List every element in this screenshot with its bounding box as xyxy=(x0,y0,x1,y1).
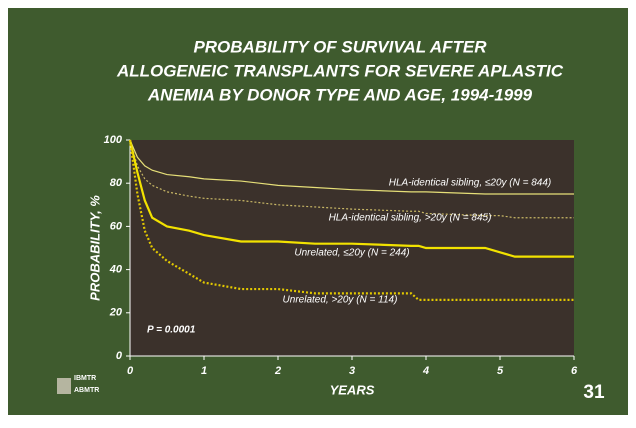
y-tick-label: 20 xyxy=(109,307,123,319)
p-value: P = 0.0001 xyxy=(147,325,196,336)
x-tick-label: 3 xyxy=(349,365,355,377)
survival-curve xyxy=(129,139,574,219)
logo-text: ABMTR xyxy=(74,387,99,394)
curve-label: HLA-identical sibling, >20y (N = 845) xyxy=(329,213,492,224)
y-axis-label: PROBABILITY, % xyxy=(87,195,102,301)
y-tick-label: 60 xyxy=(110,220,123,232)
logo-text: IBMTR xyxy=(74,375,96,382)
curve-label: Unrelated, >20y (N = 114) xyxy=(283,295,398,306)
plot-area xyxy=(130,140,574,356)
title-line: ANEMIA BY DONOR TYPE AND AGE, 1994-1999 xyxy=(147,85,533,104)
y-tick-label: 80 xyxy=(110,177,123,189)
logo-mark xyxy=(57,378,71,394)
x-tick-label: 5 xyxy=(497,365,504,377)
y-tick-label: 100 xyxy=(104,134,123,146)
x-tick-label: 2 xyxy=(274,365,281,377)
survival-curve xyxy=(128,139,574,258)
curve-label: HLA-identical sibling, ≤20y (N = 844) xyxy=(389,178,552,189)
x-tick-label: 0 xyxy=(127,365,134,377)
x-axis-label: YEARS xyxy=(330,382,375,397)
x-tick-label: 6 xyxy=(571,365,578,377)
title-line: PROBABILITY OF SURVIVAL AFTER xyxy=(193,37,487,56)
y-tick-label: 0 xyxy=(116,350,123,362)
survival-curve xyxy=(128,139,574,301)
x-tick-label: 1 xyxy=(201,365,207,377)
survival-curve xyxy=(129,139,574,195)
x-tick-label: 4 xyxy=(422,365,429,377)
curve-label: Unrelated, ≤20y (N = 244) xyxy=(294,248,409,259)
y-tick-label: 40 xyxy=(109,264,123,276)
title-line: ALLOGENEIC TRANSPLANTS FOR SEVERE APLAST… xyxy=(116,61,564,80)
slide-number: 31 xyxy=(583,382,605,403)
